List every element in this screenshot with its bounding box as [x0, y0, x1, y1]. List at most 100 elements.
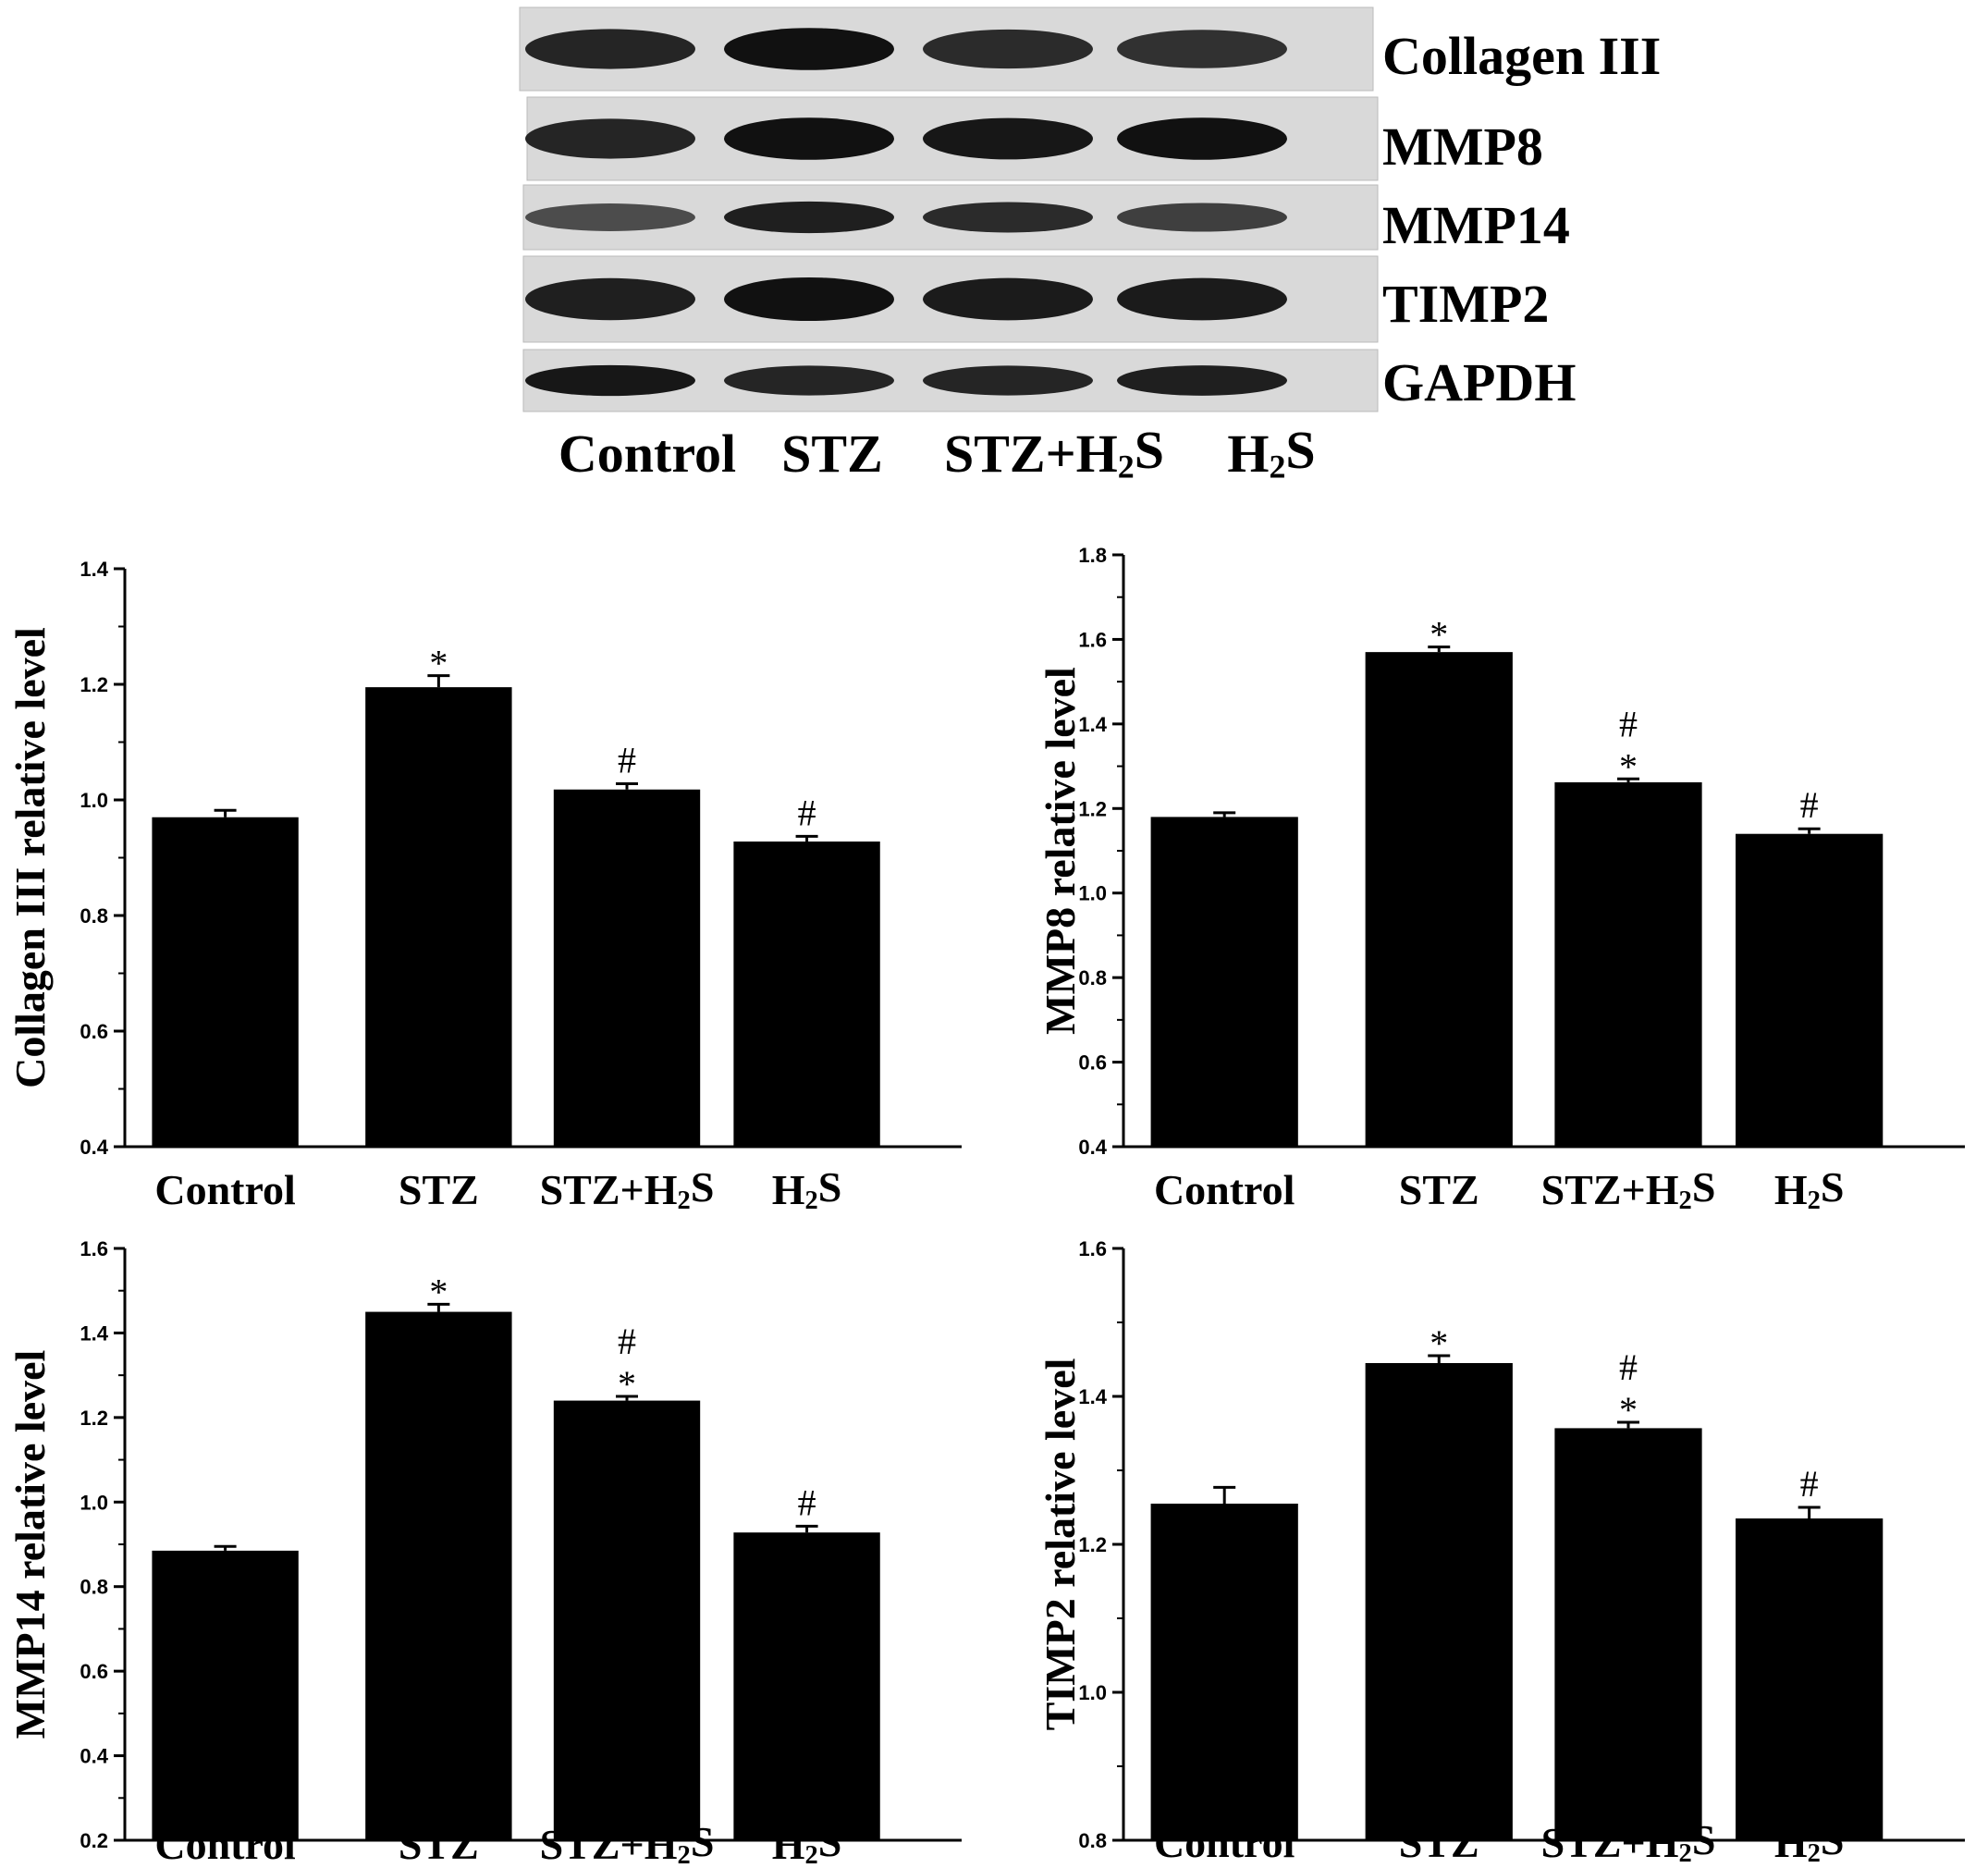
- x-tick-label-control: Control: [1154, 1166, 1295, 1213]
- significance-star: *: [618, 1363, 636, 1405]
- x-tick-label-control: Control: [154, 1166, 296, 1213]
- blot-band-gapdh-stz: [724, 365, 894, 396]
- blot-band-mmp8-control: [525, 118, 695, 159]
- blot-band-gapdh-stz-plus-h2s: [923, 365, 1093, 396]
- bar-stz: [1365, 652, 1513, 1147]
- y-axis-title: Collagen III relative level: [6, 627, 54, 1088]
- y-tick-label: 1.2: [1078, 1533, 1107, 1556]
- y-tick-label: 1.4: [80, 558, 108, 581]
- y-tick-label: 1.0: [1078, 1681, 1107, 1704]
- blot-band-mmp14-h2s: [1117, 203, 1287, 232]
- blot-band-timp2-control: [525, 277, 695, 321]
- significance-hash: #: [1800, 1463, 1819, 1505]
- blot-strip-mmp8: [525, 96, 1379, 181]
- y-tick-label: 1.2: [80, 673, 108, 696]
- significance-hash: #: [1619, 1346, 1638, 1388]
- blot-band-mmp14-stz-plus-h2s: [923, 202, 1093, 233]
- bar-stz-plus-h2s: [1554, 1428, 1702, 1840]
- x-tick-label-h2s: H2S: [1774, 1816, 1845, 1868]
- y-tick-label: 1.0: [80, 1491, 108, 1514]
- significance-star: *: [1619, 745, 1638, 787]
- significance-hash: #: [618, 740, 636, 781]
- x-tick-label-stz: STZ: [399, 1821, 479, 1868]
- bar-stz-plus-h2s: [1554, 781, 1702, 1147]
- y-tick-label: 1.2: [80, 1407, 108, 1430]
- blot-strip-collagen-iii: [519, 6, 1374, 92]
- y-tick-label: 0.4: [80, 1745, 108, 1768]
- blot-band-timp2-stz-plus-h2s: [923, 277, 1093, 321]
- y-tick-label: 0.6: [1078, 1051, 1107, 1075]
- significance-hash: #: [798, 792, 816, 833]
- bar-stz: [365, 687, 512, 1147]
- blot-band-timp2-h2s: [1117, 277, 1287, 321]
- significance-hash: #: [798, 1481, 816, 1523]
- y-tick-label: 1.4: [1078, 1385, 1107, 1408]
- y-tick-label: 0.8: [80, 904, 108, 928]
- y-tick-label: 0.4: [1078, 1136, 1107, 1159]
- lane-label-stz: STZ: [781, 424, 883, 481]
- lane-label-stz-plus-h2s: STZ+H2S: [944, 420, 1164, 481]
- x-tick-label-stz: STZ: [1399, 1819, 1479, 1866]
- lane-label-control: Control: [558, 424, 736, 481]
- blot-band-mmp8-stz: [724, 117, 894, 160]
- y-axis-title: MMP8 relative level: [1037, 667, 1084, 1035]
- collagen-iii-bar-chart: 0.4 0.6 0.8 1.0 1.2 1.4 Control * STZ # STZ+H2S # H2…: [6, 558, 962, 1215]
- x-tick-label-stz: STZ: [399, 1166, 479, 1213]
- bar-h2s: [1736, 833, 1884, 1147]
- x-tick-label-stz-plus-h2s: STZ+H2S: [540, 1163, 715, 1215]
- protein-label-gapdh: GAPDH: [1382, 352, 1576, 412]
- protein-label-mmp8: MMP8: [1382, 117, 1543, 177]
- y-tick-label: 1.0: [1078, 882, 1107, 905]
- protein-label-collagen-iii: Collagen III: [1382, 26, 1661, 86]
- mmp14-bar-chart: 0.20.40.60.81.01.21.41.6Control*STZ*#STZ…: [6, 1237, 962, 1868]
- blot-band-gapdh-control: [525, 364, 695, 397]
- bar-h2s: [733, 842, 880, 1147]
- y-tick-label: 1.6: [1078, 628, 1107, 651]
- x-tick-label-h2s: H2S: [772, 1163, 842, 1215]
- blot-band-gapdh-h2s: [1117, 365, 1287, 396]
- western-blot-panel: Collagen III MMP8 MMP14 TIMP2 GAPDH Control ST…: [519, 6, 1661, 481]
- y-tick-label: 1.6: [1078, 1237, 1107, 1260]
- bar-control: [152, 817, 299, 1147]
- x-tick-label-control: Control: [1154, 1819, 1295, 1866]
- y-tick-label: 1.4: [80, 1321, 108, 1345]
- blot-band-timp2-stz: [724, 277, 894, 322]
- x-tick-label-h2s: H2S: [772, 1818, 842, 1868]
- y-tick-label: 0.6: [80, 1660, 108, 1683]
- significance-star: *: [429, 1271, 448, 1312]
- x-tick-label-stz: STZ: [1399, 1166, 1479, 1213]
- x-tick-label-h2s: H2S: [1774, 1163, 1845, 1215]
- blot-strip-timp2: [522, 255, 1379, 343]
- blot-band-collagen-iii-stz-plus-h2s: [923, 29, 1093, 69]
- y-tick-label: 0.8: [80, 1576, 108, 1599]
- significance-star: *: [1619, 1389, 1638, 1431]
- y-tick-label: 0.8: [1078, 1829, 1107, 1852]
- y-tick-label: 1.8: [1078, 544, 1107, 567]
- x-tick-label-control: Control: [154, 1821, 296, 1868]
- protein-label-timp2: TIMP2: [1382, 274, 1549, 334]
- blot-band-mmp14-stz: [724, 201, 894, 234]
- bar-control: [152, 1550, 299, 1840]
- blot-band-mmp14-control: [525, 203, 695, 231]
- blot-band-collagen-iii-control: [525, 29, 695, 69]
- significance-star: *: [1430, 1322, 1448, 1364]
- bar-stz-plus-h2s: [553, 789, 701, 1147]
- y-tick-label: 1.6: [80, 1237, 108, 1260]
- mmp8-bar-chart: 0.40.60.81.01.21.41.61.8Control*STZ*#STZ…: [1037, 544, 1965, 1215]
- blot-band-collagen-iii-stz: [724, 28, 894, 70]
- y-axis-title: MMP14 relative level: [6, 1350, 54, 1739]
- blot-band-mmp8-stz-plus-h2s: [923, 117, 1093, 160]
- bar-control: [1150, 817, 1298, 1147]
- lane-label-h2s: H2S: [1227, 420, 1315, 481]
- y-axis-title: TIMP2 relative level: [1037, 1358, 1084, 1731]
- y-tick-label: 0.4: [80, 1136, 108, 1159]
- significance-hash: #: [618, 1321, 636, 1362]
- significance-hash: #: [1619, 703, 1638, 744]
- x-tick-label-stz-plus-h2s: STZ+H2S: [1541, 1163, 1716, 1215]
- y-tick-label: 0.8: [1078, 966, 1107, 989]
- bar-stz: [365, 1311, 512, 1840]
- y-tick-label: 0.6: [80, 1020, 108, 1043]
- blot-band-collagen-iii-h2s: [1117, 30, 1287, 68]
- bar-h2s: [733, 1532, 880, 1840]
- y-tick-label: 1.0: [80, 789, 108, 812]
